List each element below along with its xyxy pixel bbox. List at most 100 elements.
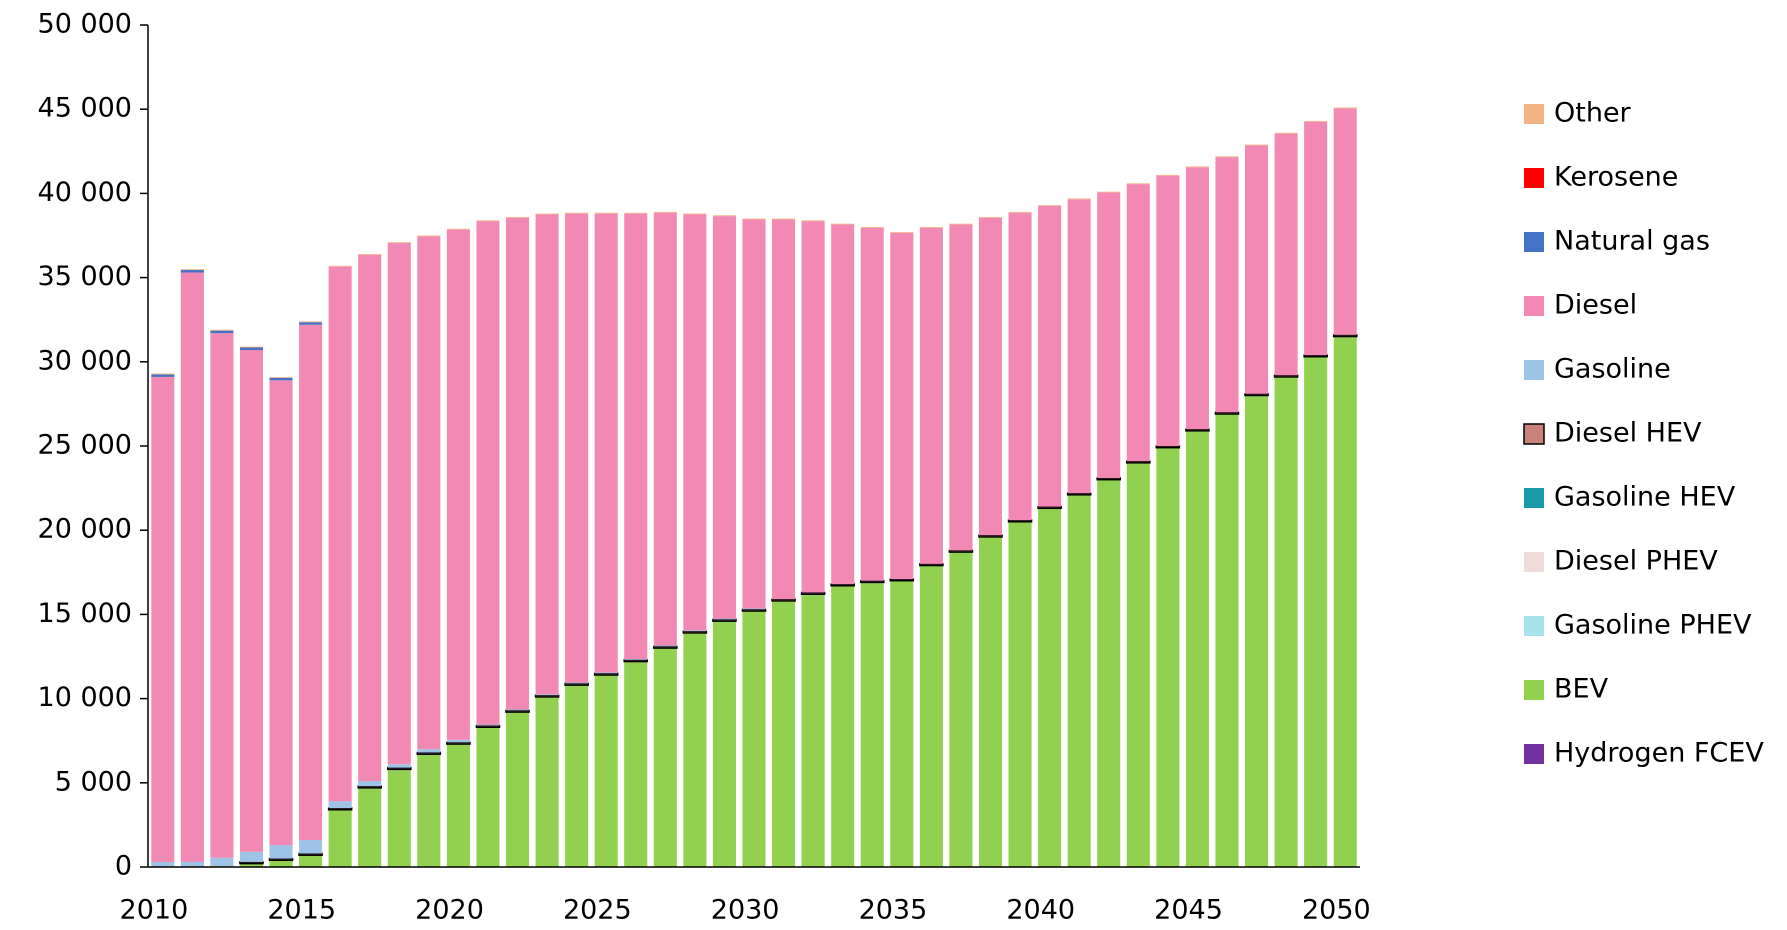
bar-segment [1126, 462, 1150, 867]
bar-segment [505, 712, 530, 867]
bar-segment [475, 724, 501, 728]
bar-segment [890, 232, 914, 580]
bar-segment [1097, 479, 1121, 867]
bar-segment [327, 807, 353, 811]
legend-label: BEV [1554, 674, 1609, 705]
bar-segment [624, 661, 648, 867]
bar-segment [417, 754, 441, 867]
bar-segment [653, 648, 677, 867]
y-tick-label: 45 000 [38, 93, 132, 124]
bar-segment [299, 321, 323, 323]
bar-segment [890, 580, 914, 867]
bar-segment [1333, 107, 1357, 109]
bar-segment [1303, 354, 1328, 358]
bar-segment [1038, 508, 1062, 867]
bar-segment [505, 709, 530, 711]
bar-segment [1096, 477, 1122, 481]
bar-segment [1333, 336, 1357, 867]
bar-segment [683, 630, 707, 632]
bar-segment [1215, 156, 1239, 158]
legend-swatch [1524, 296, 1544, 316]
bar-segment [800, 591, 826, 595]
bar-segment [535, 696, 559, 867]
bar-segment [476, 727, 500, 867]
bar-segment [1066, 492, 1092, 496]
bar-segment [801, 220, 825, 222]
y-tick-label: 30 000 [38, 345, 132, 376]
bar-segment [1038, 205, 1062, 207]
bar-segment [535, 213, 559, 215]
legend-label: Kerosene [1554, 162, 1678, 193]
bar-segment [919, 227, 943, 564]
bar-segment [742, 219, 766, 609]
bar-segment [860, 582, 884, 867]
bar-segment [831, 223, 855, 225]
bar-segment [387, 243, 411, 765]
bar-segment [741, 608, 767, 612]
bar-segment [417, 236, 441, 750]
bar-segment [683, 213, 707, 215]
y-tick-label: 0 [115, 851, 132, 882]
bar-segment [1185, 428, 1210, 432]
bar-segment [712, 618, 736, 620]
bar-segment [919, 565, 943, 867]
bar-segment [1185, 430, 1209, 867]
bar-segment [1245, 145, 1269, 394]
bar-segment [1156, 174, 1180, 176]
bar-segment [416, 751, 442, 755]
bar-segment [151, 374, 175, 377]
bar-segment [180, 861, 204, 867]
legend-swatch [1524, 360, 1544, 380]
bar-segment [624, 212, 648, 214]
bar-segment [535, 214, 559, 695]
bar-segment [269, 380, 293, 846]
bar-segment [446, 229, 470, 740]
legend-swatch [1524, 104, 1544, 124]
bar-segment [1067, 494, 1091, 867]
bar-segment [712, 618, 737, 622]
legend-label: Gasoline PHEV [1554, 610, 1752, 641]
x-tick-label: 2045 [1154, 895, 1223, 926]
bar-segment [978, 534, 1003, 538]
bar-segment [742, 611, 766, 867]
bar-segment [593, 672, 619, 676]
bar-segment [1067, 199, 1091, 494]
y-tick-label: 20 000 [38, 514, 132, 545]
bar-segment [565, 212, 589, 214]
bar-segment [505, 709, 530, 713]
bar-segment [476, 221, 500, 725]
bar-segment [328, 809, 352, 867]
bar-segment [653, 645, 677, 647]
bar-segment [771, 598, 796, 602]
bar-segment [180, 269, 204, 271]
bar-segment [1008, 211, 1032, 213]
bar-segment [1274, 133, 1298, 376]
bar-segment [594, 672, 618, 674]
bar-segment [328, 266, 352, 802]
legend-swatch [1524, 616, 1544, 636]
bar-segment [1215, 414, 1239, 867]
bar-segment [949, 223, 973, 225]
bar-segment [624, 213, 648, 660]
bar-segment [476, 724, 500, 726]
bar-segment [1097, 191, 1121, 193]
bar-segment [298, 852, 323, 856]
bar-segment [328, 265, 352, 267]
bar-segment [1008, 212, 1032, 521]
bar-segment [446, 744, 470, 867]
legend-swatch [1524, 744, 1544, 764]
bar-segment [505, 216, 530, 218]
bar-segment [889, 578, 915, 582]
bar-segment [1185, 166, 1209, 168]
bar-segment [239, 347, 263, 351]
bar-segment [565, 682, 589, 684]
bar-segment [772, 219, 796, 600]
bar-segment [1156, 175, 1180, 446]
bar-segment [210, 330, 234, 334]
bar-segment [417, 749, 441, 753]
bar-segment [1332, 334, 1358, 338]
bar-segment [446, 741, 471, 745]
legend-swatch [1524, 552, 1544, 572]
bar-segment [1304, 121, 1328, 356]
